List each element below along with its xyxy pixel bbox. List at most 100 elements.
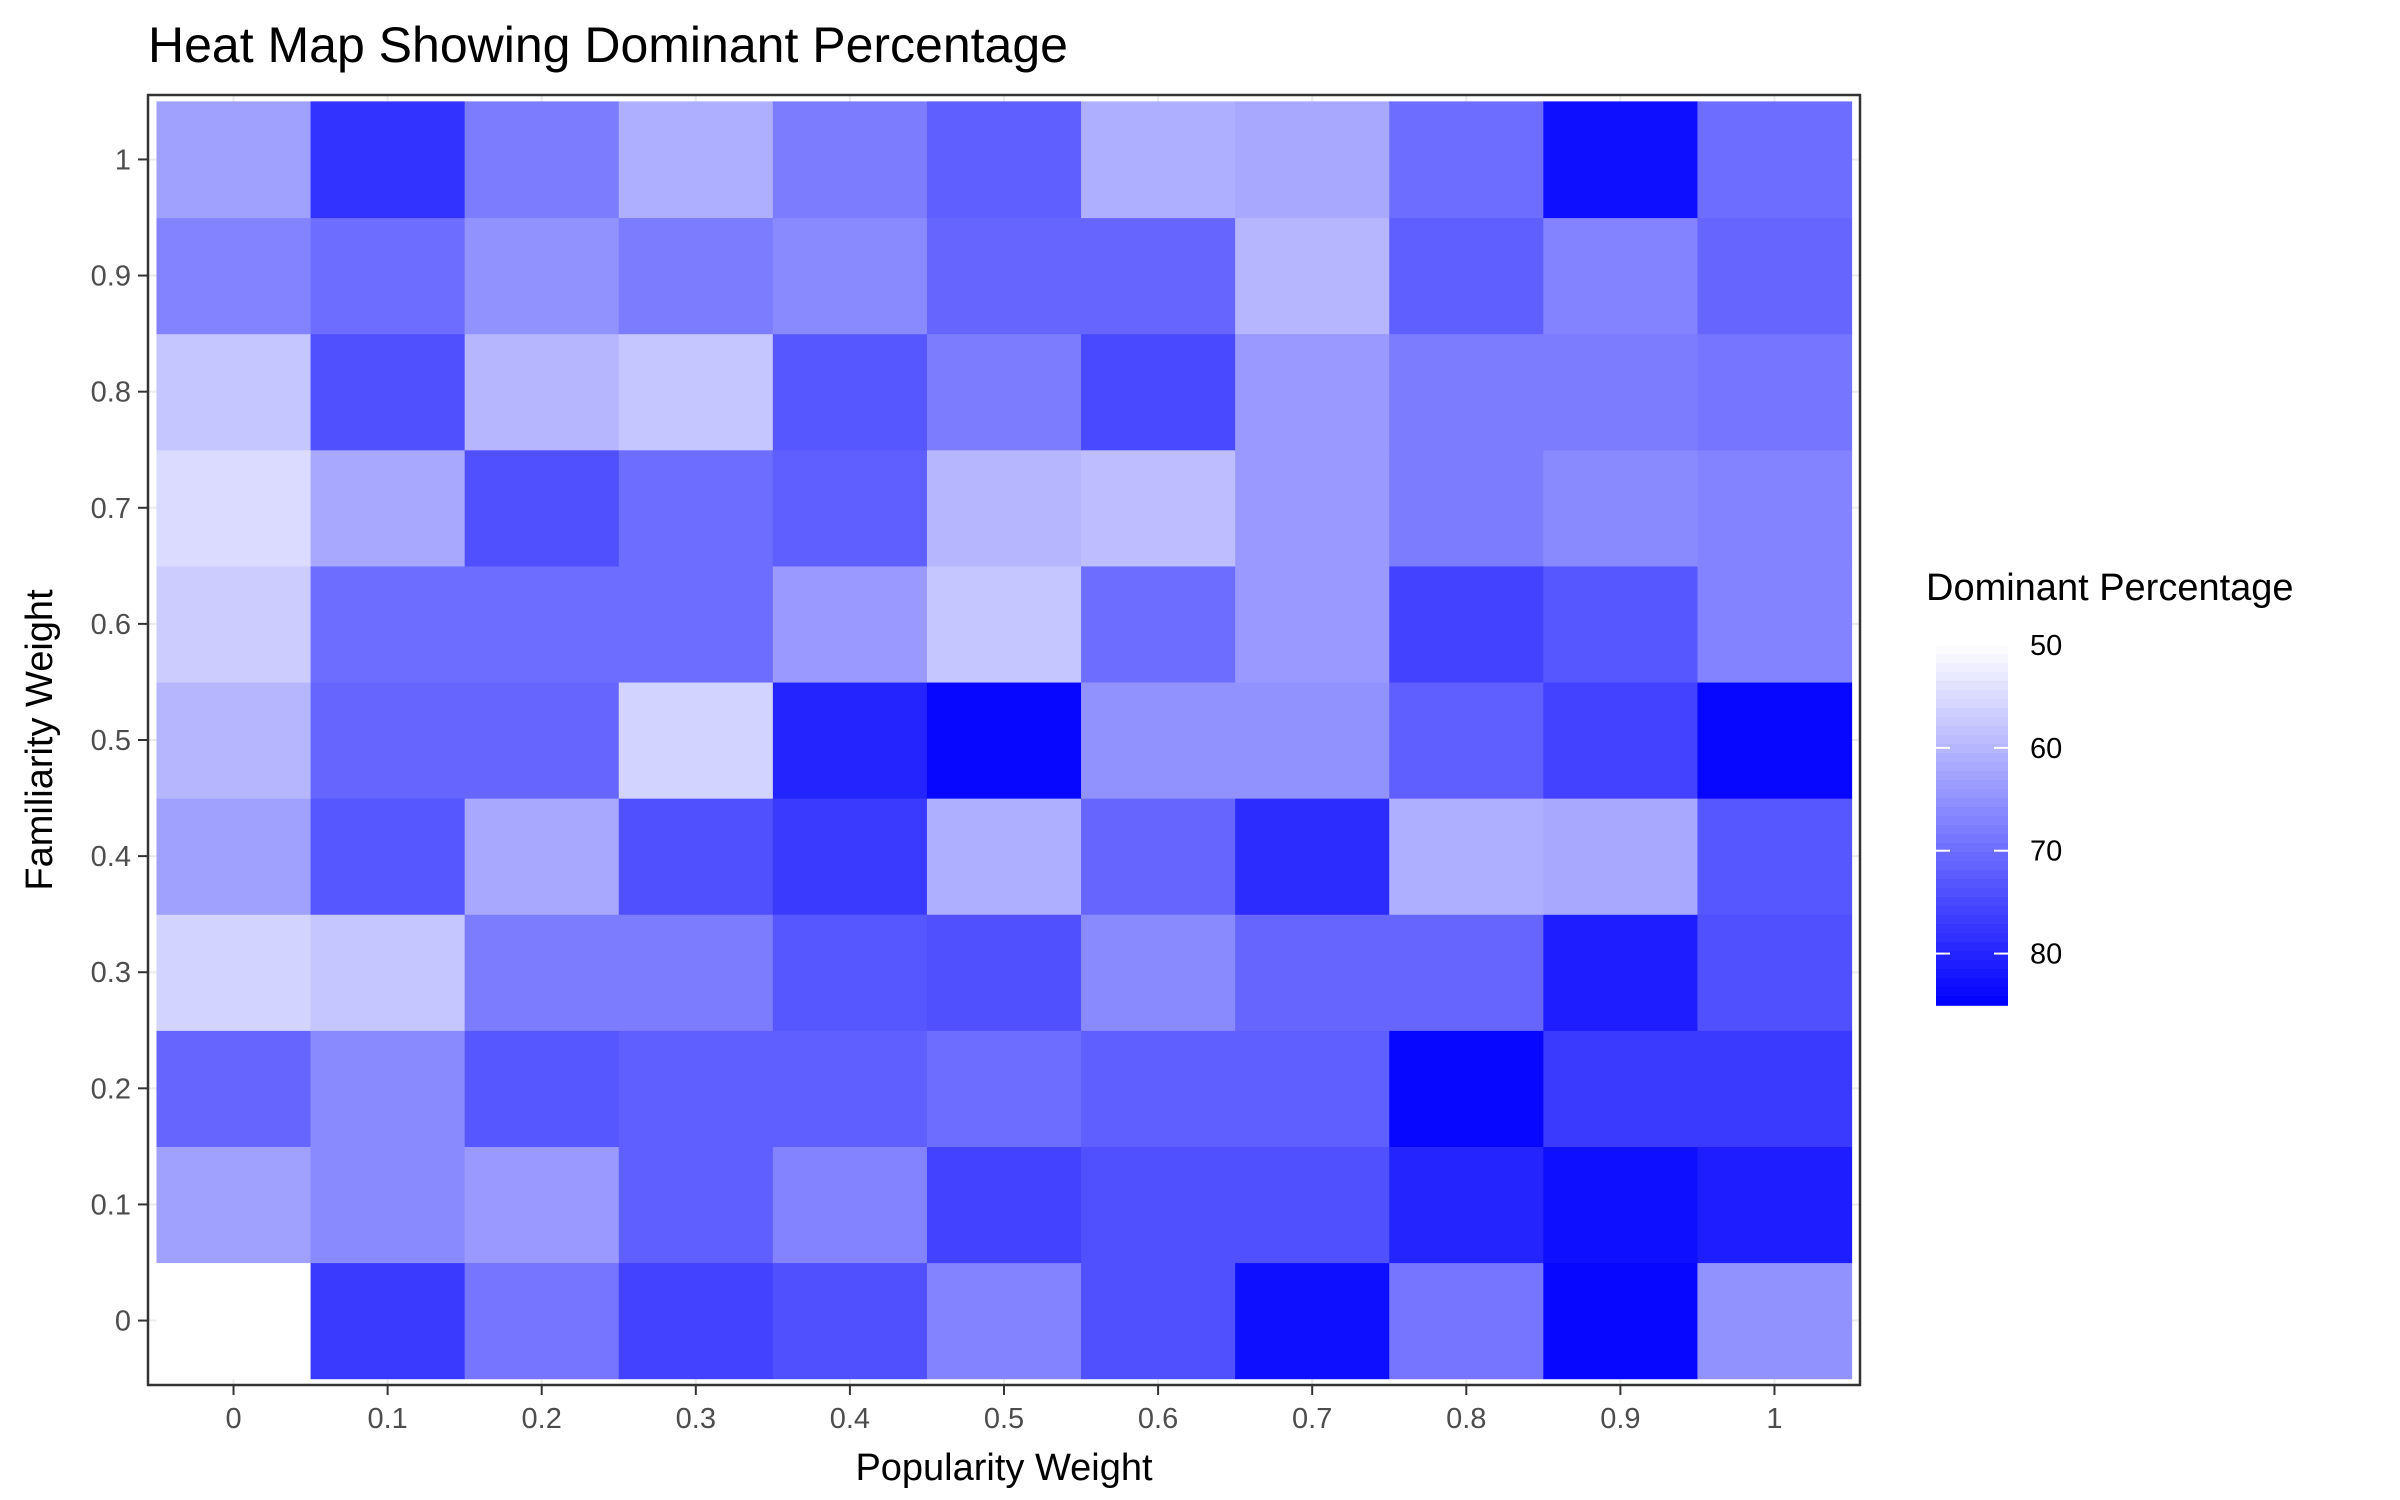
legend-color-step bbox=[1936, 825, 2008, 835]
heatmap-cell-x10-y3 bbox=[1697, 914, 1853, 1031]
heatmap-cell-x7-y1 bbox=[1235, 1146, 1390, 1264]
heatmap-cell-x7-y5 bbox=[1235, 681, 1390, 799]
legend-color-step bbox=[1936, 789, 2008, 799]
legend-color-step bbox=[1936, 879, 2008, 889]
heatmap-cell-x10-y5 bbox=[1697, 681, 1853, 799]
legend-color-step bbox=[1936, 996, 2008, 1006]
heatmap-cells bbox=[156, 101, 1853, 1380]
heatmap-cell-x3-y10 bbox=[618, 101, 774, 219]
heatmap-cell-x7-y3 bbox=[1235, 914, 1390, 1031]
legend-color-step bbox=[1936, 744, 2008, 754]
heatmap-cell-x1-y6 bbox=[310, 565, 466, 683]
heatmap-cell-x6-y3 bbox=[1081, 914, 1236, 1031]
heatmap-cell-x1-y8 bbox=[310, 333, 466, 451]
heatmap-cell-x6-y0 bbox=[1081, 1262, 1236, 1380]
heatmap-cell-x5-y9 bbox=[926, 217, 1082, 335]
heatmap-cell-x4-y1 bbox=[772, 1146, 928, 1264]
heatmap-cell-x4-y0 bbox=[772, 1262, 928, 1380]
heatmap-cell-x1-y1 bbox=[310, 1146, 466, 1264]
heatmap-cell-x8-y4 bbox=[1389, 798, 1544, 915]
heatmap-cell-x6-y9 bbox=[1081, 217, 1236, 335]
heatmap-cell-x3-y3 bbox=[618, 914, 774, 1031]
heatmap-cell-x1-y9 bbox=[310, 217, 466, 335]
heatmap-cell-x3-y8 bbox=[618, 333, 774, 451]
y-tick-label-10: 1 bbox=[115, 144, 131, 176]
heatmap-cell-x7-y8 bbox=[1235, 333, 1390, 451]
heatmap-cell-x8-y3 bbox=[1389, 914, 1544, 1031]
heatmap-cell-x2-y3 bbox=[464, 914, 620, 1031]
y-axis-title: Familiarity Weight bbox=[19, 589, 61, 891]
legend-color-step bbox=[1936, 798, 2008, 808]
legend-color-step bbox=[1936, 672, 2008, 682]
heatmap-cell-x10-y9 bbox=[1697, 217, 1853, 335]
x-tick-label-0: 0 bbox=[225, 1403, 241, 1435]
heatmap-cell-x5-y0 bbox=[926, 1262, 1082, 1380]
heatmap-cell-x5-y1 bbox=[926, 1146, 1082, 1264]
legend-color-step bbox=[1936, 717, 2008, 727]
legend-color-step bbox=[1936, 906, 2008, 916]
heatmap-cell-x0-y5 bbox=[156, 681, 312, 799]
legend-color-step bbox=[1936, 780, 2008, 790]
x-axis: 0 0.1 0.2 0.3 0.4 0.5 0.6 0.7 0.8 0.9 1 bbox=[225, 1385, 1783, 1435]
legend-color-step bbox=[1936, 861, 2008, 871]
heatmap-cell-x7-y10 bbox=[1235, 101, 1390, 219]
heatmap-cell-x5-y6 bbox=[926, 565, 1082, 683]
legend-color-step bbox=[1936, 933, 2008, 943]
heatmap-cell-x5-y3 bbox=[926, 914, 1082, 1031]
legend-color-step bbox=[1936, 816, 2008, 826]
heatmap-cell-x3-y5 bbox=[618, 681, 774, 799]
legend-color-step bbox=[1936, 771, 2008, 781]
heatmap-cell-x5-y8 bbox=[926, 333, 1082, 451]
heatmap-cell-x3-y0 bbox=[618, 1262, 774, 1380]
legend-color-step bbox=[1936, 762, 2008, 772]
legend-color-step bbox=[1936, 843, 2008, 853]
heatmap-cell-x4-y3 bbox=[772, 914, 928, 1031]
legend-color-step bbox=[1936, 960, 2008, 970]
heatmap-cell-x7-y9 bbox=[1235, 217, 1390, 335]
heatmap-cell-x4-y9 bbox=[772, 217, 928, 335]
heatmap-cell-x3-y9 bbox=[618, 217, 774, 335]
heatmap-cell-x1-y4 bbox=[310, 798, 466, 915]
heatmap-cell-x2-y1 bbox=[464, 1146, 620, 1264]
legend-color-step bbox=[1936, 987, 2008, 997]
legend-label-1: 60 bbox=[2030, 733, 2062, 765]
heatmap-cell-x6-y4 bbox=[1081, 798, 1236, 915]
y-tick-label-2: 0.2 bbox=[91, 1073, 131, 1105]
legend-color-step bbox=[1936, 681, 2008, 691]
heatmap-cell-x8-y9 bbox=[1389, 217, 1544, 335]
heatmap-cell-x6-y8 bbox=[1081, 333, 1236, 451]
heatmap-cell-x6-y2 bbox=[1081, 1030, 1236, 1147]
legend-color-step bbox=[1936, 834, 2008, 844]
heatmap-cell-x3-y7 bbox=[618, 449, 774, 567]
heatmap-cell-x9-y9 bbox=[1543, 217, 1699, 335]
legend-color-step bbox=[1936, 915, 2008, 925]
legend-color-step bbox=[1936, 753, 2008, 763]
x-tick-label-7: 0.7 bbox=[1292, 1403, 1332, 1435]
y-tick-label-5: 0.5 bbox=[91, 725, 131, 757]
heatmap-cell-x2-y2 bbox=[464, 1030, 620, 1147]
legend-color-step bbox=[1936, 645, 2008, 655]
heatmap-cell-x0-y0 bbox=[156, 1262, 312, 1380]
heatmap-cell-x3-y1 bbox=[618, 1146, 774, 1264]
heatmap-cell-x10-y2 bbox=[1697, 1030, 1853, 1147]
legend-color-step bbox=[1936, 888, 2008, 898]
heatmap-cell-x6-y7 bbox=[1081, 449, 1236, 567]
heatmap-cell-x2-y10 bbox=[464, 101, 620, 219]
heatmap-cell-x4-y6 bbox=[772, 565, 928, 683]
heatmap-cell-x9-y7 bbox=[1543, 449, 1699, 567]
legend-color-step bbox=[1936, 897, 2008, 907]
legend-color-step bbox=[1936, 654, 2008, 664]
legend-color-step bbox=[1936, 690, 2008, 700]
heatmap-cell-x7-y4 bbox=[1235, 798, 1390, 915]
legend-color-step bbox=[1936, 942, 2008, 952]
heatmap-cell-x2-y8 bbox=[464, 333, 620, 451]
heatmap-cell-x10-y8 bbox=[1697, 333, 1853, 451]
legend-title: Dominant Percentage bbox=[1926, 567, 2294, 609]
heatmap-cell-x1-y10 bbox=[310, 101, 466, 219]
legend: 50 60 70 80 bbox=[1936, 630, 2062, 1006]
heatmap-cell-x5-y10 bbox=[926, 101, 1082, 219]
heatmap-cell-x4-y2 bbox=[772, 1030, 928, 1147]
x-tick-label-8: 0.8 bbox=[1446, 1403, 1486, 1435]
x-tick-label-6: 0.6 bbox=[1138, 1403, 1178, 1435]
heatmap-cell-x7-y6 bbox=[1235, 565, 1390, 683]
